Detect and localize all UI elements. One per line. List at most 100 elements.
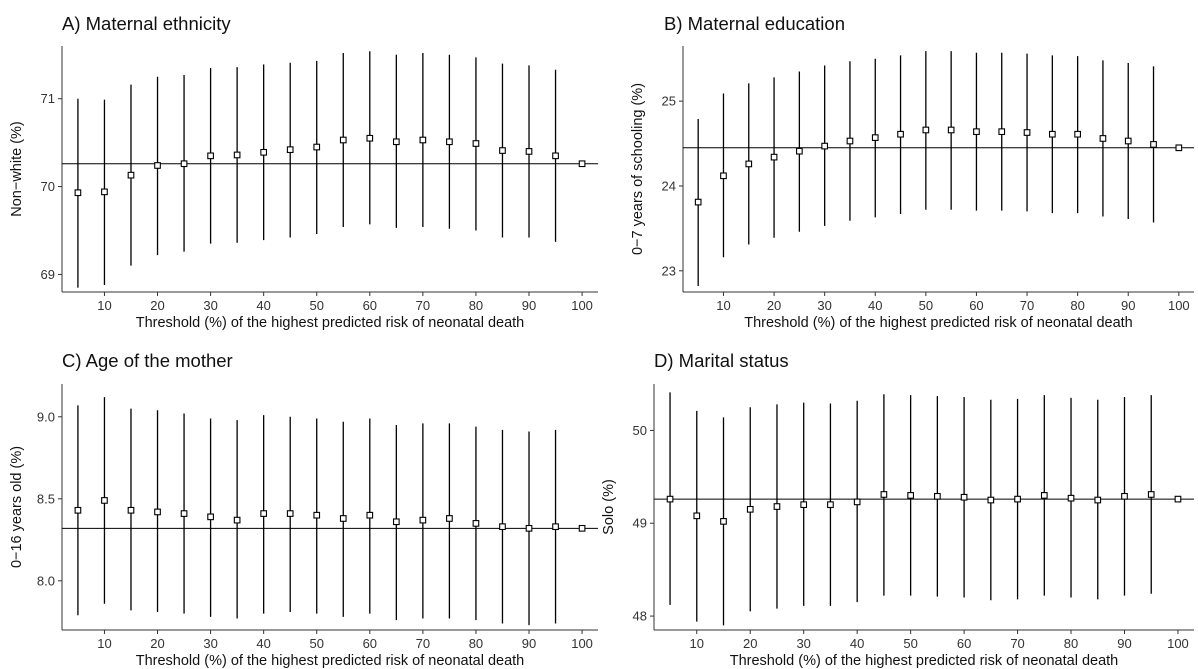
x-tick-label: 20: [150, 636, 164, 651]
data-point: [1150, 141, 1157, 148]
data-point: [1121, 492, 1128, 500]
y-tick-label: 50: [633, 423, 647, 438]
y-tick-label: 9.0: [37, 409, 55, 424]
data-point: [1067, 494, 1075, 502]
data-point: [472, 520, 480, 527]
data-point: [880, 491, 888, 498]
x-tick-label: 70: [416, 298, 430, 313]
x-tick-label: 20: [743, 636, 757, 651]
panel-b: B) Maternal education 10 20 30 40 50 60 70 80 90 1…: [630, 13, 1194, 331]
x-tick-label: 30: [817, 298, 831, 313]
data-point: [1174, 495, 1182, 503]
data-point: [366, 134, 374, 142]
data-point: [286, 510, 294, 517]
data-point: [1040, 492, 1048, 499]
data-point: [821, 142, 829, 150]
x-tick-label: 50: [309, 636, 323, 651]
data-point: [339, 515, 347, 522]
x-tick-label: 70: [416, 636, 430, 651]
data-point: [499, 147, 506, 154]
x-tick-label: 80: [469, 298, 483, 313]
data-point: [154, 162, 161, 169]
data-point: [773, 503, 781, 510]
x-tick-label: 60: [363, 636, 377, 651]
y-tick-label: 49: [633, 516, 647, 531]
x-tick-label: 30: [203, 298, 217, 313]
data-point: [720, 172, 727, 180]
data-point: [286, 146, 294, 154]
data-point: [871, 134, 879, 141]
data-point: [987, 496, 995, 504]
data-point: [694, 198, 702, 206]
y-tick-label: 69: [41, 267, 55, 282]
data-point: [499, 523, 506, 531]
data-point: [101, 188, 108, 196]
y-axis-label: 0−16 years old (%): [9, 446, 25, 568]
data-point: [525, 148, 533, 155]
x-tick-label: 100: [1168, 298, 1190, 313]
data-point: [419, 136, 427, 144]
data-point: [960, 493, 968, 501]
data-point: [846, 137, 854, 145]
data-point: [1014, 495, 1021, 503]
data-point: [922, 126, 930, 134]
data-point: [796, 147, 803, 155]
data-point: [1099, 135, 1107, 142]
x-tick-label: 10: [97, 636, 111, 651]
x-tick-label: 10: [97, 298, 111, 313]
data-point: [1175, 144, 1183, 152]
data-point: [127, 506, 135, 514]
data-point: [853, 498, 861, 506]
data-point: [1094, 496, 1102, 504]
data-point: [366, 511, 374, 519]
x-tick-label: 90: [522, 298, 536, 313]
data-point: [666, 495, 674, 503]
data-point: [552, 523, 559, 531]
x-axis-label: Threshold (%) of the highest predicted r…: [744, 315, 1133, 331]
data-point: [1074, 130, 1081, 138]
data-point: [907, 492, 914, 499]
x-tick-label: 70: [1020, 298, 1034, 313]
data-point: [578, 160, 586, 168]
x-tick-label: 100: [571, 298, 593, 313]
data-point: [578, 524, 586, 532]
data-point: [947, 126, 955, 134]
x-tick-label: 80: [1064, 636, 1078, 651]
data-point: [446, 138, 453, 146]
data-point: [392, 138, 400, 146]
y-tick-label: 8.0: [37, 573, 55, 588]
data-point: [800, 501, 808, 509]
data-point: [770, 153, 778, 161]
data-point: [446, 515, 453, 522]
y-tick-label: 8.5: [37, 491, 55, 506]
panel-d: D) Marital status 10 20 30 40 50 60 70 80 90 100 48…: [601, 350, 1194, 669]
data-point: [746, 505, 754, 513]
data-point: [1048, 130, 1056, 138]
x-tick-label: 90: [1121, 298, 1135, 313]
panel-title: C) Age of the mother: [62, 350, 233, 371]
data-point: [74, 189, 82, 197]
y-tick-label: 48: [633, 609, 647, 624]
x-tick-label: 80: [469, 636, 483, 651]
x-tick-label: 50: [309, 298, 323, 313]
data-point: [313, 143, 321, 151]
data-point: [233, 516, 241, 524]
data-point: [1147, 491, 1155, 498]
x-tick-label: 60: [363, 298, 377, 313]
x-tick-label: 90: [1117, 636, 1131, 651]
data-point: [207, 152, 214, 160]
x-axis-label: Threshold (%) of the highest predicted r…: [730, 653, 1119, 669]
panel-title: A) Maternal ethnicity: [62, 13, 231, 34]
data-point: [525, 524, 533, 532]
data-point: [260, 148, 268, 156]
x-tick-label: 40: [256, 636, 270, 651]
x-tick-label: 50: [903, 636, 917, 651]
y-tick-label: 71: [41, 91, 55, 106]
x-tick-label: 20: [767, 298, 781, 313]
x-tick-label: 30: [203, 636, 217, 651]
data-point: [552, 152, 559, 160]
data-point: [897, 130, 904, 138]
x-axis-label: Threshold (%) of the highest predicted r…: [136, 315, 525, 331]
data-point: [934, 492, 941, 500]
